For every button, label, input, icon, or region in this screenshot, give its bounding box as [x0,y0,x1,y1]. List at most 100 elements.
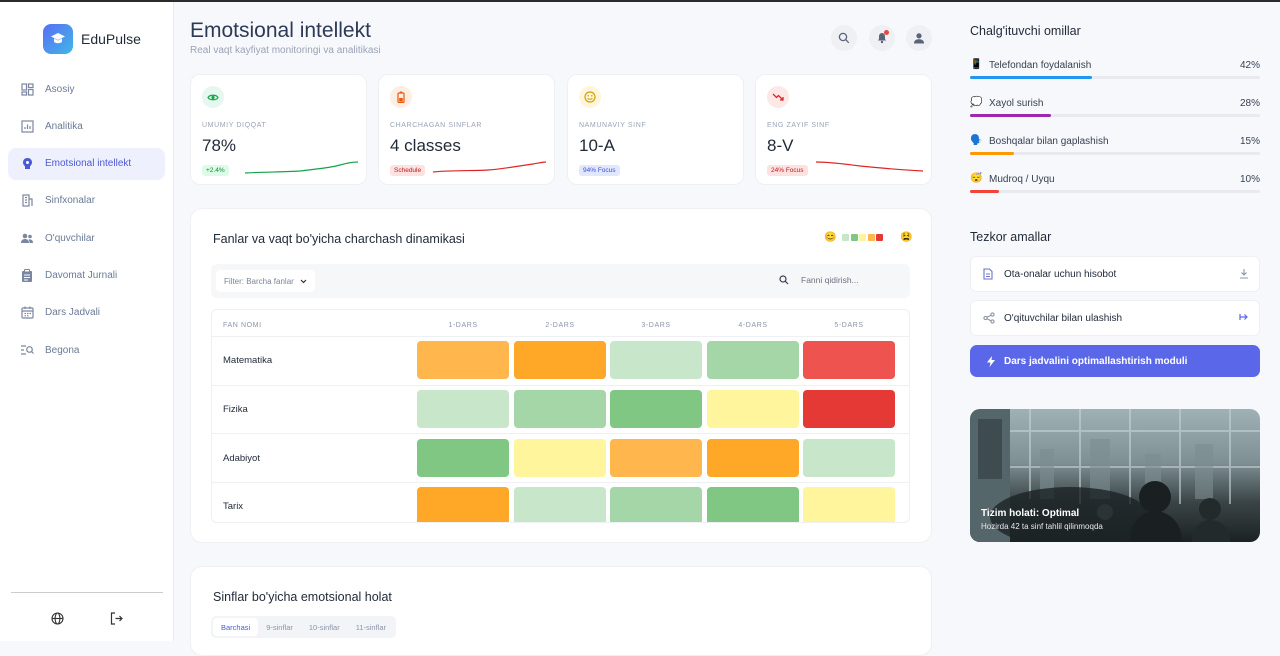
heatmap-cell[interactable] [610,341,702,379]
sidebar-item-begona[interactable]: Begona [8,334,165,366]
heatmap-cell[interactable] [417,438,509,477]
students-icon [20,231,34,245]
sidebar-item-davomat-jurnali[interactable]: Davomat Jurnali [8,259,165,291]
row-divider [212,482,909,484]
classroom-photo [970,409,1260,542]
search-icon [779,275,789,285]
parent-report-button[interactable]: Ota-onalar uchun hisobot [970,256,1260,292]
factor-icon: 😴 [970,173,983,184]
factor-progress-fill [970,190,999,193]
subject-label: Tarix [223,501,244,513]
heatmap-cell[interactable] [417,389,509,428]
search-input[interactable]: Fanni qidirish... [801,275,859,285]
tab-all[interactable]: Barchasi [213,618,259,636]
search-button[interactable] [831,25,857,51]
optimize-schedule-button[interactable]: Dars jadvalini optimallashtirish moduli [970,345,1260,377]
kpi-card-model-class[interactable]: NAMUNAVIY SINF 10-A 94% Focus [567,74,744,185]
sidebar-item-oquvchilar[interactable]: O'quvchilar [8,222,165,254]
bell-icon [878,33,886,44]
sidebar-item-analitika[interactable]: Analitika [8,110,165,142]
kpi-label: NAMUNAVIY SINF [579,122,647,129]
sidebar-nav: Asosiy Analitika Emotsional intellekt Si… [8,73,165,371]
heatmap-cell[interactable] [803,487,895,522]
heatmap-cell[interactable] [707,341,799,379]
kpi-card-attention[interactable]: UMUMIY DIQQAT 78% +2.4% [190,74,367,185]
kpi-badge: 24% Focus [767,165,808,176]
column-header-subject: FAN NOMI [223,322,262,329]
factor-progress-fill [970,152,1014,155]
kpi-label: ENG ZAYIF SINF [767,122,830,129]
legend-swatch [867,234,875,241]
kpi-badge: +2.4% [202,165,229,176]
sidebar-item-sinfxonalar[interactable]: Sinfxonalar [8,185,165,217]
legend-swatch [850,234,858,241]
chevron-down-icon [300,279,307,283]
smile-icon [579,86,601,108]
logo-icon [43,24,73,54]
kpi-card-weakest-class[interactable]: ENG ZAYIF SINF 8-V 24% Focus [755,74,932,185]
sidebar-item-emotsional-intellekt[interactable]: Emotsional intellekt [8,147,165,180]
heatmap-cell[interactable] [514,438,606,477]
emotional-state-card: Sinflar bo'yicha emotsional holat Barcha… [190,566,932,656]
factor-icon: 🗣️ [970,135,983,146]
kpi-card-tired-classes[interactable]: CHARCHAGAN SINFLAR 4 classes Schedule [378,74,555,185]
kpi-badge: Schedule [390,165,426,176]
profile-button[interactable] [906,25,932,51]
action-label: Ota-onalar uchun hisobot [1004,268,1117,280]
logout-icon[interactable] [107,609,125,627]
subject-filter-dropdown[interactable]: Filter: Barcha fanlar [216,270,315,292]
factor-progress-track [970,152,1260,155]
notifications-button[interactable] [869,25,895,51]
heatmap-cell[interactable] [707,438,799,477]
factor-label: Telefondan foydalanish [989,60,1092,71]
kpi-value: 4 classes [390,136,461,155]
share-icon [983,312,997,324]
clipboard-icon [20,268,34,282]
kpi-label: CHARCHAGAN SINFLAR [390,122,483,129]
search-list-icon [20,343,34,357]
building-icon [20,194,34,208]
subject-search[interactable]: Fanni qidirish... [779,275,859,285]
heatmap-cell[interactable] [514,487,606,522]
heatmap-cell[interactable] [417,487,509,522]
share-teachers-button[interactable]: O'qituvchilar bilan ulashish [970,300,1260,336]
action-label: O'qituvchilar bilan ulashish [1004,312,1123,324]
dashboard-icon [20,82,34,96]
heatmap-cell[interactable] [803,389,895,428]
kpi-sparkline [245,161,358,174]
heatmap-cell[interactable] [803,341,895,379]
heatmap-cell[interactable] [610,389,702,428]
tired-face-icon: 😫 [900,232,913,243]
sidebar-item-label: Sinfxonalar [45,195,96,207]
subject-label: Matematika [223,355,273,366]
status-subtitle: Hozirda 42 ta sinf tahlil qilinmoqda [981,522,1103,531]
heatmap-cell[interactable] [610,487,702,522]
quick-actions-title: Tezkor amallar [970,230,1052,244]
class-filter-tabs: Barchasi 9-sinflar 10-sinflar 11-sinflar [211,616,397,638]
column-header-period: 3-DARS [641,322,671,329]
heatmap-cell[interactable] [514,389,606,428]
legend-swatch [876,234,883,241]
legend-swatch [842,234,849,241]
factor-label: Xayol surish [989,98,1044,109]
heatmap-cell[interactable] [803,438,895,477]
factor-icon: 💭 [970,97,983,108]
heatmap-cell[interactable] [514,341,606,379]
sidebar-item-asosiy[interactable]: Asosiy [8,73,165,105]
tab-11-grade[interactable]: 11-sinflar [355,622,387,632]
heatmap-cell[interactable] [417,341,509,379]
sidebar-item-label: Davomat Jurnali [45,269,118,281]
factor-percent: 15% [1239,136,1260,147]
tab-10-grade[interactable]: 10-sinflar [308,622,340,632]
kpi-label: UMUMIY DIQQAT [202,122,267,129]
happy-face-icon: 😊 [824,232,837,243]
sidebar-footer [11,592,163,625]
heatmap-cell[interactable] [707,389,799,428]
tab-9-grade[interactable]: 9-sinflar [266,622,293,632]
factor-progress-fill [970,76,1092,79]
heatmap-cell[interactable] [707,487,799,522]
globe-icon[interactable] [48,609,66,627]
sidebar-item-dars-jadvali[interactable]: Dars Jadvali [8,297,165,329]
user-icon [914,33,924,44]
heatmap-cell[interactable] [610,438,702,477]
